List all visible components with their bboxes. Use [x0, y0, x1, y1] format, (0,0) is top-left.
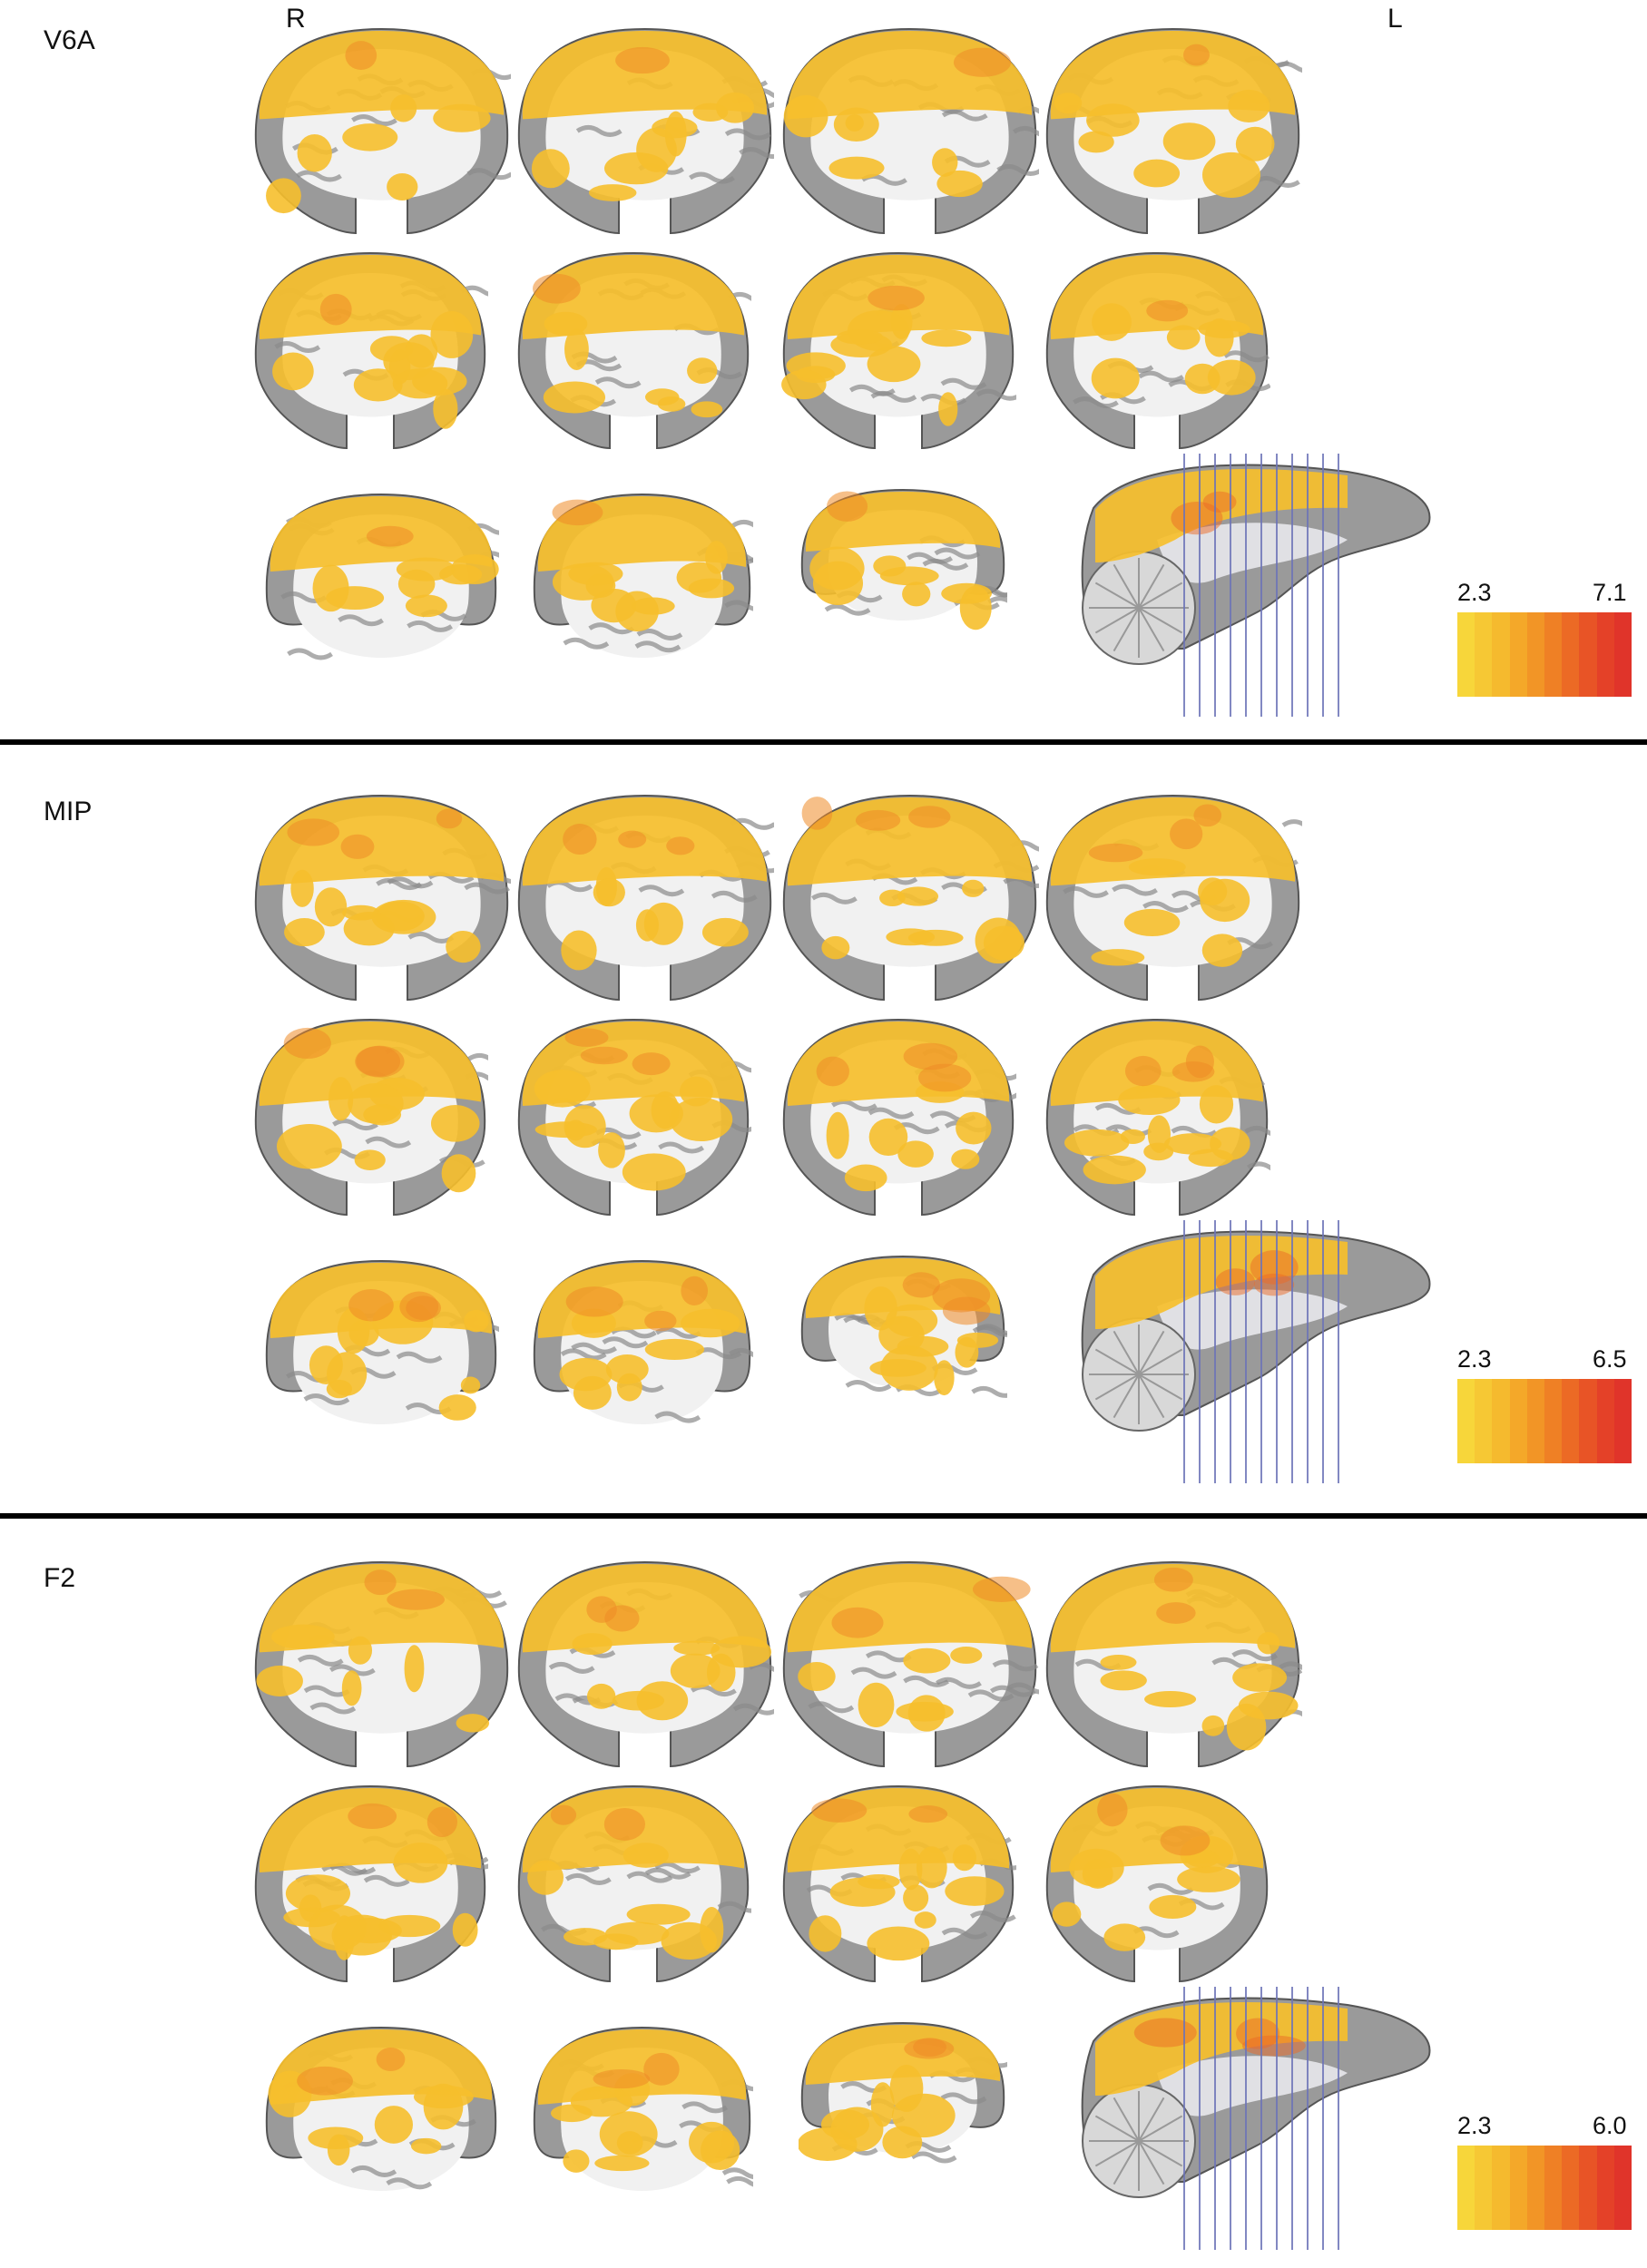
coronal-slice — [252, 249, 488, 454]
coronal-slice — [515, 1783, 751, 1987]
coronal-slice — [515, 792, 774, 1005]
colorbar-segment — [1596, 2146, 1614, 2230]
colorbar — [1457, 1379, 1632, 1463]
panel-label: MIP — [44, 797, 93, 826]
colorbar-segment — [1509, 2146, 1527, 2230]
colorbar-min-label: 2.3 — [1457, 579, 1492, 606]
colorbar-max-label: 7.1 — [1593, 579, 1627, 606]
coronal-slice — [1044, 1783, 1270, 1987]
colorbar-max-label: 6.5 — [1593, 1345, 1627, 1373]
colorbar-segment — [1562, 612, 1580, 697]
right-hemisphere-marker: R — [286, 4, 306, 34]
panel-label: V6A — [44, 25, 95, 55]
colorbar-min-label: 2.3 — [1457, 1345, 1492, 1373]
coronal-slice — [780, 249, 1016, 454]
colorbar-segment — [1613, 2146, 1632, 2230]
coronal-slice — [515, 25, 774, 239]
colorbar-segment — [1596, 1379, 1614, 1463]
coronal-slice — [780, 1783, 1016, 1987]
coronal-slice — [263, 2005, 499, 2232]
coronal-slice — [799, 2005, 1007, 2186]
colorbar-segment — [1509, 612, 1527, 697]
colorbar-segment — [1475, 1379, 1493, 1463]
panel-divider — [0, 1513, 1647, 1519]
left-hemisphere-marker: L — [1387, 4, 1403, 34]
colorbar-segment — [1457, 1379, 1475, 1463]
sagittal-slice-with-markers — [1075, 454, 1438, 717]
coronal-slice — [252, 792, 511, 1005]
coronal-slice — [252, 1559, 511, 1772]
coronal-slice — [252, 1016, 488, 1220]
colorbar-segment — [1544, 612, 1563, 697]
coronal-slice — [263, 1238, 499, 1465]
coronal-slice — [780, 25, 1039, 239]
colorbar-segment — [1544, 1379, 1563, 1463]
coronal-slice — [515, 249, 751, 454]
panel-divider — [0, 739, 1647, 745]
panel-v6a: V6A 2.3 7.1 — [0, 0, 1647, 735]
colorbar-max-label: 6.0 — [1593, 2112, 1627, 2139]
coronal-slice — [1044, 1016, 1270, 1220]
colorbar-segment — [1526, 612, 1545, 697]
coronal-slice — [1044, 1559, 1302, 1772]
colorbar-segment — [1457, 2146, 1475, 2230]
coronal-slice — [252, 1783, 488, 1987]
colorbar — [1457, 612, 1632, 697]
coronal-slice — [780, 792, 1039, 1005]
colorbar-segment — [1492, 2146, 1510, 2230]
colorbar-segment — [1579, 1379, 1597, 1463]
coronal-slice — [780, 1559, 1039, 1772]
coronal-slice — [515, 1559, 774, 1772]
panel-label: F2 — [44, 1563, 76, 1593]
colorbar-segment — [1579, 2146, 1597, 2230]
coronal-slice — [799, 1238, 1007, 1420]
sagittal-slice-with-markers — [1075, 1220, 1438, 1483]
colorbar-segment — [1544, 2146, 1563, 2230]
colorbar-segment — [1526, 2146, 1545, 2230]
colorbar-segment — [1613, 612, 1632, 697]
colorbar-segment — [1457, 612, 1475, 697]
coronal-slice — [515, 1016, 751, 1220]
colorbar-segment — [1596, 612, 1614, 697]
colorbar-segment — [1613, 1379, 1632, 1463]
colorbar-segment — [1579, 612, 1597, 697]
colorbar-min-label: 2.3 — [1457, 2112, 1492, 2139]
coronal-slice — [531, 472, 753, 699]
coronal-slice — [1044, 792, 1302, 1005]
coronal-slice — [531, 2005, 753, 2232]
coronal-slice — [1044, 249, 1270, 454]
panel-f2: F2 2.3 6.0 — [0, 1533, 1647, 2268]
colorbar-segment — [1562, 2146, 1580, 2230]
colorbar-segment — [1526, 1379, 1545, 1463]
coronal-slice — [1044, 25, 1302, 239]
coronal-slice — [263, 472, 499, 699]
colorbar-segment — [1475, 2146, 1493, 2230]
sagittal-slice-with-markers — [1075, 1987, 1438, 2250]
colorbar-segment — [1492, 612, 1510, 697]
colorbar-segment — [1509, 1379, 1527, 1463]
colorbar-segment — [1492, 1379, 1510, 1463]
colorbar-segment — [1562, 1379, 1580, 1463]
coronal-slice — [531, 1238, 753, 1465]
panel-mip: MIP 2.3 6.5 — [0, 767, 1647, 1501]
coronal-slice — [252, 25, 511, 239]
colorbar — [1457, 2146, 1632, 2230]
coronal-slice — [799, 472, 1007, 653]
colorbar-segment — [1475, 612, 1493, 697]
coronal-slice — [780, 1016, 1016, 1220]
